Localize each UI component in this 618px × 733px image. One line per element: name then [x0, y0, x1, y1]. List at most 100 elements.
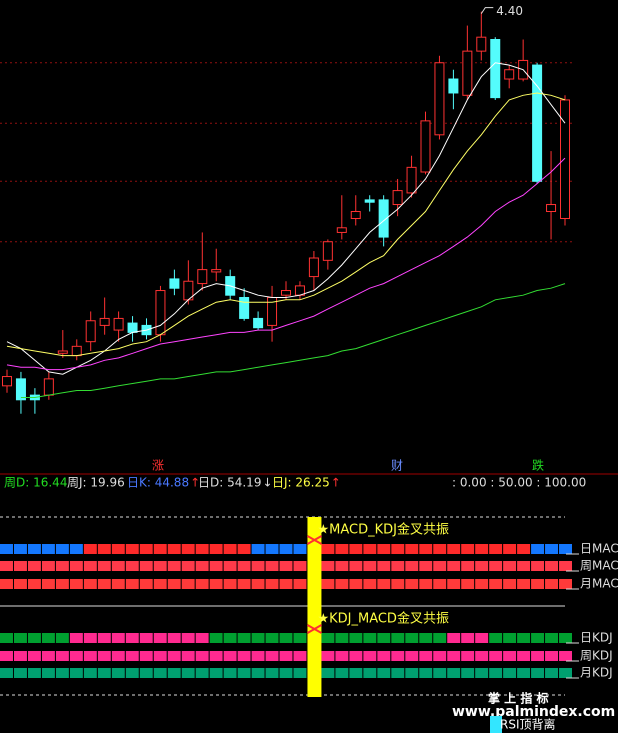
cell: [349, 544, 363, 554]
cell: [405, 651, 419, 661]
indicator-arrow: ↓: [262, 476, 272, 490]
cell: [433, 544, 447, 554]
cell: [181, 651, 195, 661]
cell: [27, 561, 41, 571]
ma-line: [6, 92, 566, 357]
cell: [517, 668, 531, 678]
cell: [139, 651, 153, 661]
cell: [69, 544, 83, 554]
cell: [251, 561, 265, 571]
cell: [111, 561, 125, 571]
cell: [377, 651, 391, 661]
cell: [475, 544, 489, 554]
cell: [545, 668, 559, 678]
cell: [167, 561, 181, 571]
cell: [475, 633, 489, 643]
cell: [41, 561, 55, 571]
candle-body: [169, 278, 180, 289]
candle-body: [281, 290, 291, 296]
cell: [517, 651, 531, 661]
cell: [265, 579, 279, 589]
cell: [223, 544, 237, 554]
candle-body: [392, 190, 403, 206]
cell: [181, 633, 195, 643]
cell: [41, 668, 55, 678]
candle-body: [420, 120, 431, 173]
cell: [349, 561, 363, 571]
cell: [13, 561, 27, 571]
indicator: 日J: 26.25: [272, 476, 330, 490]
indicator: 周D: 16.44: [4, 476, 67, 490]
candle-body: [490, 39, 501, 99]
cell: [433, 561, 447, 571]
cell: [391, 544, 405, 554]
cell: [419, 579, 433, 589]
cell: [335, 561, 349, 571]
cell: [461, 651, 475, 661]
segment: [531, 544, 572, 554]
segment: [0, 668, 572, 678]
tag-box: [490, 716, 502, 733]
segment: [83, 544, 251, 554]
cell: [83, 633, 97, 643]
cell: [83, 651, 97, 661]
row-label: 日MAC: [580, 542, 618, 556]
cell: [293, 668, 307, 678]
cell: [489, 651, 503, 661]
cell: [321, 579, 335, 589]
cell: [377, 561, 391, 571]
cell: [489, 579, 503, 589]
cell: [265, 651, 279, 661]
cell: [349, 633, 363, 643]
cell: [545, 579, 559, 589]
cell: [223, 561, 237, 571]
candle-body: [308, 257, 319, 278]
cell: [433, 668, 447, 678]
cell: [489, 544, 503, 554]
cell: [531, 633, 545, 643]
cell: [559, 561, 572, 571]
cell: [363, 651, 377, 661]
ma-line: [6, 157, 566, 371]
signal-icon: [306, 624, 322, 634]
cell: [111, 668, 125, 678]
cell: [125, 651, 139, 661]
cell: [83, 668, 97, 678]
max-label: 4.40: [496, 4, 523, 18]
cell: [503, 579, 517, 589]
cell: [363, 579, 377, 589]
candle-body: [336, 227, 347, 233]
signal-text: ★KDJ_MACD金叉共振: [317, 611, 449, 627]
candle-body: [239, 297, 250, 319]
segment: [307, 544, 531, 554]
cell: [111, 579, 125, 589]
cell: [391, 651, 405, 661]
cell: [265, 633, 279, 643]
cell: [335, 668, 349, 678]
segment: [0, 544, 83, 554]
cell: [13, 579, 27, 589]
cell: [293, 651, 307, 661]
cell: [97, 561, 111, 571]
cell: [237, 651, 251, 661]
cell: [195, 633, 209, 643]
cell: [125, 544, 139, 554]
cell: [153, 544, 167, 554]
candle-body: [378, 199, 389, 238]
cell: [503, 651, 517, 661]
candle-body: [350, 211, 361, 219]
cell: [531, 561, 545, 571]
cell: [321, 544, 335, 554]
cell: [237, 561, 251, 571]
cell: [433, 651, 447, 661]
cell: [41, 579, 55, 589]
cell: [69, 633, 83, 643]
cell: [55, 668, 69, 678]
cell: [391, 561, 405, 571]
cell: [461, 579, 475, 589]
cell: [461, 544, 475, 554]
row-label: 日KDJ: [580, 631, 613, 645]
cell: [433, 579, 447, 589]
cell: [279, 544, 293, 554]
cell: [237, 544, 251, 554]
